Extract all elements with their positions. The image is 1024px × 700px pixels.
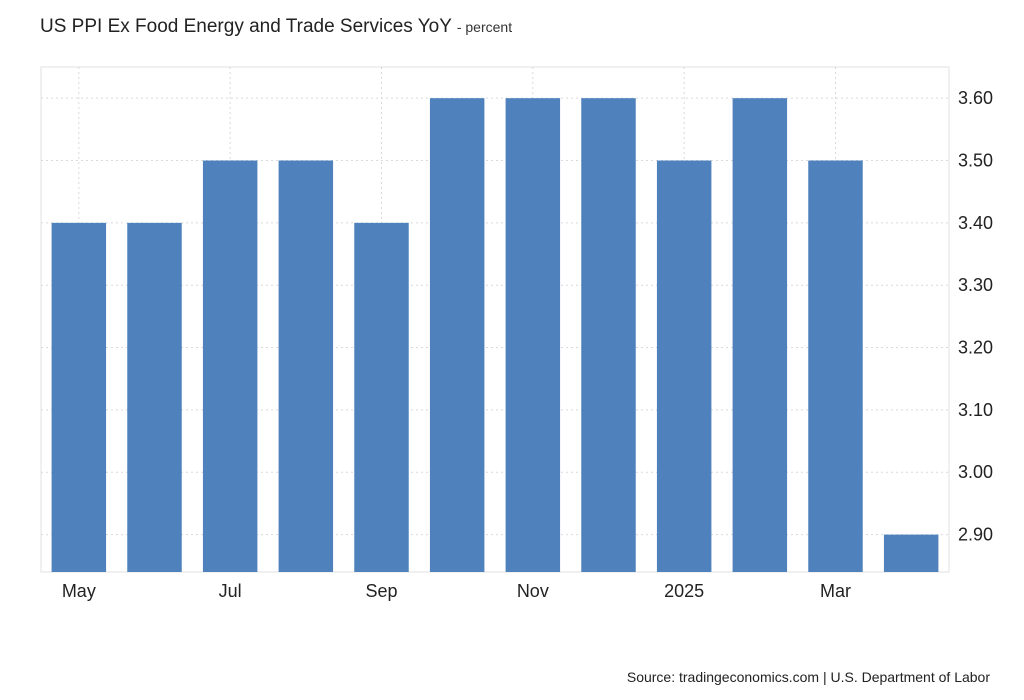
chart-unit-label: - percent [456,19,513,35]
x-tick-label: Sep [365,581,397,601]
bar-nov [505,98,561,572]
x-tick-label: 2025 [664,581,704,601]
y-tick-label: 3.60 [958,88,993,108]
y-tick-label: 3.30 [958,275,993,295]
chart-title-text: US PPI Ex Food Energy and Trade Services… [40,16,452,37]
bar-dec [581,98,636,572]
x-tick-label: Nov [517,581,549,601]
plot-area [40,66,950,573]
bar-oct [429,98,485,572]
bar-jun [127,222,182,572]
bar-jan [656,160,712,572]
bar-apr [883,534,939,572]
bar-may [51,222,107,572]
y-tick-label: 3.50 [958,151,993,171]
y-tick-label: 3.40 [958,213,993,233]
bar-aug [278,160,334,572]
bar-jul [202,160,258,572]
x-tick-label: Mar [820,581,851,601]
y-tick-label: 2.90 [958,525,993,545]
x-tick-label: Jul [219,581,242,601]
y-tick-label: 3.00 [958,462,993,482]
y-tick-label: 3.20 [958,338,993,358]
chart-title: US PPI Ex Food Energy and Trade Services… [40,16,512,38]
x-tick-label: May [62,581,96,601]
bar-sep [354,222,409,572]
y-tick-label: 3.10 [958,400,993,420]
bar-feb [732,98,788,572]
bar-mar [808,160,863,572]
source-note: Source: tradingeconomics.com | U.S. Depa… [626,669,990,685]
